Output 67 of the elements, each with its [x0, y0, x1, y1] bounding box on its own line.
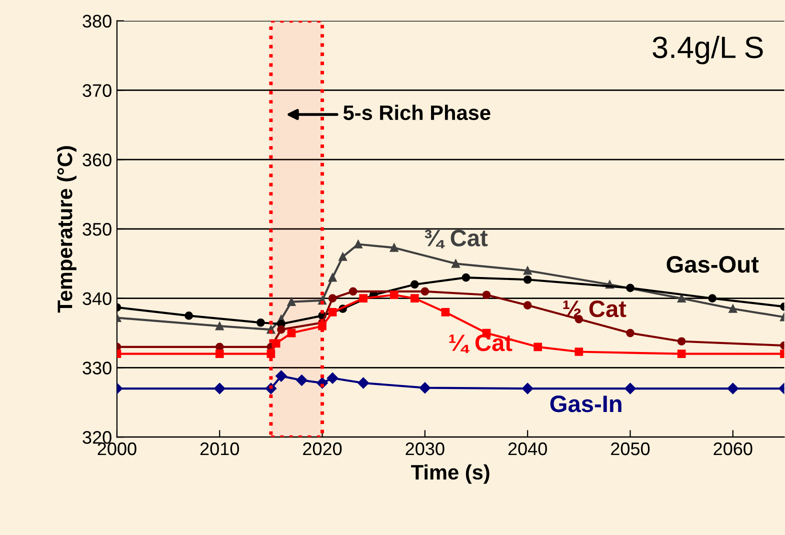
point — [348, 287, 358, 296]
point — [354, 240, 362, 248]
point — [296, 374, 308, 386]
point — [272, 339, 280, 348]
x-tick-label: 2030 — [406, 442, 444, 456]
x-tick-label: 2050 — [611, 442, 650, 456]
point — [677, 350, 686, 358]
point — [626, 284, 634, 292]
point — [728, 304, 738, 313]
series-label: ¾ Cat — [424, 230, 488, 248]
x-tick-label: 2060 — [714, 442, 752, 456]
x-tick-label: 2010 — [200, 442, 239, 456]
x-axis-title: Time (s) — [411, 464, 490, 484]
point — [338, 252, 347, 261]
point — [522, 382, 534, 394]
y-tick-label: 370 — [82, 84, 112, 97]
point — [215, 322, 224, 330]
point — [184, 312, 193, 320]
series-label: Gas-In — [550, 395, 622, 412]
annotation: 3.4g/L S — [652, 36, 763, 64]
point — [523, 301, 532, 310]
point — [215, 350, 224, 358]
point — [677, 337, 686, 346]
y-tick-label: 360 — [82, 154, 112, 166]
point — [359, 294, 368, 303]
point — [390, 290, 398, 300]
y-tick-label: 350 — [82, 222, 112, 236]
point — [624, 382, 636, 394]
point — [420, 287, 430, 296]
x-tick-label: 2040 — [508, 442, 547, 456]
point — [708, 294, 717, 303]
y-tick-label: 330 — [82, 362, 112, 374]
point — [441, 308, 450, 316]
point — [256, 318, 265, 327]
x-tick-label: 2020 — [303, 442, 342, 456]
point — [419, 382, 431, 394]
point — [626, 328, 634, 338]
y-tick-label: 340 — [82, 292, 112, 306]
point — [727, 382, 738, 394]
point — [574, 348, 584, 356]
point — [523, 266, 532, 275]
point — [328, 308, 337, 316]
point — [276, 370, 287, 382]
point — [390, 244, 398, 252]
point — [277, 325, 286, 334]
point — [318, 322, 326, 330]
point — [677, 294, 686, 303]
series-label: Gas-Out — [666, 256, 759, 273]
point — [534, 342, 542, 352]
point — [462, 273, 470, 282]
point — [328, 273, 337, 282]
point — [523, 275, 532, 284]
point — [328, 294, 337, 303]
y-axis-title: Temperature (°C) — [57, 146, 76, 313]
point — [326, 372, 338, 384]
y-tick-label: 320 — [82, 431, 112, 444]
band-label: 5-s Rich Phase — [343, 104, 490, 120]
y-tick-label: 380 — [82, 14, 112, 28]
x-tick-label: 2000 — [98, 442, 136, 456]
point — [358, 377, 369, 389]
point — [452, 260, 460, 268]
point — [410, 280, 419, 289]
point — [287, 328, 296, 338]
point — [287, 298, 296, 306]
point — [482, 290, 491, 300]
point — [214, 382, 226, 394]
point — [410, 294, 419, 303]
